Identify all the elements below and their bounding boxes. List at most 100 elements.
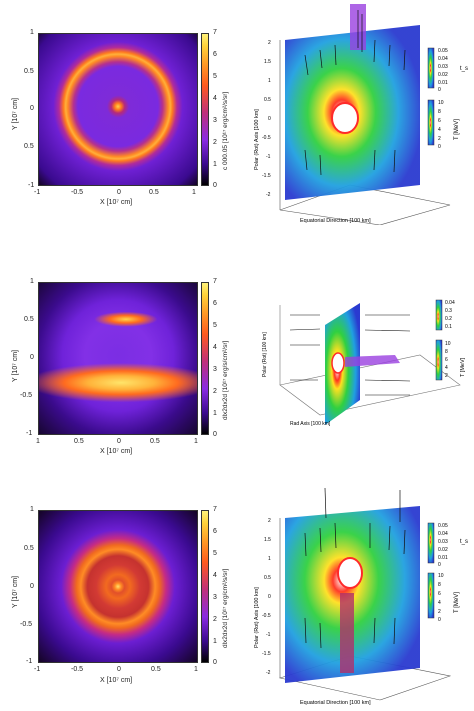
cb-bot-tick: 4: [438, 127, 441, 133]
xtick: 0.5: [151, 666, 161, 673]
cbar-tick: 2: [213, 139, 217, 146]
xtick: 0.5: [150, 438, 160, 445]
cb-top-tick: 0.02: [438, 72, 448, 78]
cb-bot-label: T [MeV]: [454, 592, 460, 613]
cbar-tick: 7: [213, 278, 217, 285]
map-y-label: Y [10⁷ cm]: [12, 576, 19, 608]
colorbar-3: [201, 510, 209, 663]
ytick: 1: [30, 29, 34, 36]
ytick: 0: [30, 105, 34, 112]
vector-field-3d-1: 0.05 0.04 0.03 0.02 0.01 0 t_s 10 8 6 4 …: [254, 4, 468, 225]
z-tick: -1: [266, 632, 271, 638]
map-y-label: Y [10⁷ cm]: [12, 98, 19, 130]
z-tick: 0: [268, 594, 271, 600]
cb-top-tick: 0: [438, 562, 441, 568]
z-tick: -2: [266, 670, 271, 676]
cb-bot-tick: 10: [438, 100, 444, 106]
cb-bot-tick: 4: [445, 365, 448, 371]
cbar-tick: 6: [213, 51, 217, 58]
xtick: -1: [34, 666, 41, 673]
z-tick: -1.5: [262, 651, 271, 657]
cb-top-tick: 0.05: [438, 48, 448, 54]
cb-bot-tick: 8: [438, 109, 441, 115]
xtick: 0.5: [149, 189, 159, 196]
xtick: 0.5: [74, 438, 84, 445]
vector-arrows: [289, 314, 411, 396]
cb-top-tick: 0.01: [438, 80, 448, 86]
z-tick: -0.5: [262, 613, 271, 619]
xtick: 0: [117, 189, 121, 196]
ytick: -1: [26, 658, 33, 665]
z-label: Polar (Rot) Axis [100 km]: [254, 587, 260, 648]
cb-bot-tick: 0: [438, 617, 441, 623]
ytick: 1: [30, 506, 34, 513]
cbar-tick: 4: [213, 95, 217, 102]
cbar-tick: 1: [213, 638, 217, 645]
cb-top-tick: 0.03: [438, 64, 448, 70]
z-label: Polar (Rot) [100 km]: [262, 332, 268, 377]
xtick: 1: [194, 438, 198, 445]
cbar-tick: 6: [213, 528, 217, 535]
cb-top-tick: 0.04: [438, 531, 448, 537]
cbar-tick: 5: [213, 550, 217, 557]
ytick: 0.5: [24, 545, 34, 552]
cbar-tick: 3: [213, 594, 217, 601]
x-label: Equatorial Direction [100 km]: [300, 700, 371, 706]
map-x-label: X [10⁷ cm]: [100, 677, 133, 684]
cb-bot-tick: 0: [438, 144, 441, 150]
cb-bot-tick: 6: [438, 591, 441, 597]
z-tick: -2: [266, 192, 271, 198]
cbar-tick: 2: [213, 616, 217, 623]
z-tick: 1.5: [264, 59, 271, 65]
xtick: 1: [192, 189, 196, 196]
vector-field-3d-2: 0.04 0.3 0.2 0.1 10 8 6 4 2 T [MeV] Pola…: [262, 299, 466, 427]
ytick: 0.5: [24, 316, 34, 323]
x-label: Rad Axis [100 km]: [290, 421, 331, 427]
cb-bot-tick: 8: [445, 349, 448, 355]
z-tick: 0.5: [264, 575, 271, 581]
cb-bot-label: T [MeV]: [460, 357, 466, 377]
cb-top-tick: 0.01: [438, 555, 448, 561]
cb-bot-tick: 2: [438, 609, 441, 615]
colorbar-label: dlx2dx2d [10¹⁷ erg/cm²/s/sr]: [222, 568, 229, 648]
ytick: 1: [30, 278, 34, 285]
colorbar-label: c 000.05 [10¹⁷ erg/cm²/s/sr]: [222, 91, 229, 170]
z-tick: 0.5: [264, 97, 271, 103]
xtick: -1: [34, 189, 41, 196]
cb-bot-tick: 10: [438, 573, 444, 579]
cb-bot-tick: 4: [438, 600, 441, 606]
xtick: 1: [194, 666, 198, 673]
ytick: 0: [30, 583, 34, 590]
z-label: Polar (Rot) Axis [100 km]: [254, 109, 260, 170]
cb-bot-label: T [MeV]: [454, 119, 460, 140]
cb-bot-tick: 6: [445, 357, 448, 363]
xtick: 0: [117, 666, 121, 673]
map-y-label: Y [10⁷ cm]: [12, 350, 19, 382]
ytick: -0.5: [20, 621, 33, 628]
cb-top-tick: 0: [438, 87, 441, 93]
cbar-tick: 0: [213, 182, 217, 189]
cb-top-label: t_s: [460, 66, 468, 72]
z-tick: -1: [266, 154, 271, 160]
colorbar-label: dlx2dx2d [10¹⁷ erg/s/cm²/sr]: [222, 340, 229, 420]
z-tick: 1: [268, 78, 271, 84]
cb-bot-tick: 2: [438, 136, 441, 142]
ytick: 0.5: [24, 143, 34, 150]
ytick: -1: [26, 430, 33, 437]
cb-top-tick: 0.05: [438, 523, 448, 529]
vector-field-3d-3: 0.05 0.04 0.03 0.02 0.01 0 t_s 10 8 6 4 …: [254, 487, 468, 706]
cb-bot-tick: 6: [438, 118, 441, 124]
vector-arrows: [304, 487, 406, 649]
cbar-tick: 4: [213, 344, 217, 351]
z-tick: 1.5: [264, 537, 271, 543]
colorbar-1: [201, 33, 209, 186]
map-x-label: X [10⁷ cm]: [100, 448, 133, 455]
cb-bot-tick: 10: [445, 341, 451, 347]
cb-bot-tick: 8: [438, 582, 441, 588]
vector-arrows: [304, 10, 406, 176]
x-label: Equatorial Direction [100 km]: [300, 218, 371, 224]
colorbar-2: [201, 282, 209, 435]
cbar-tick: 4: [213, 572, 217, 579]
cbar-tick: 1: [213, 161, 217, 168]
cb-top-tick: 0.03: [438, 539, 448, 545]
